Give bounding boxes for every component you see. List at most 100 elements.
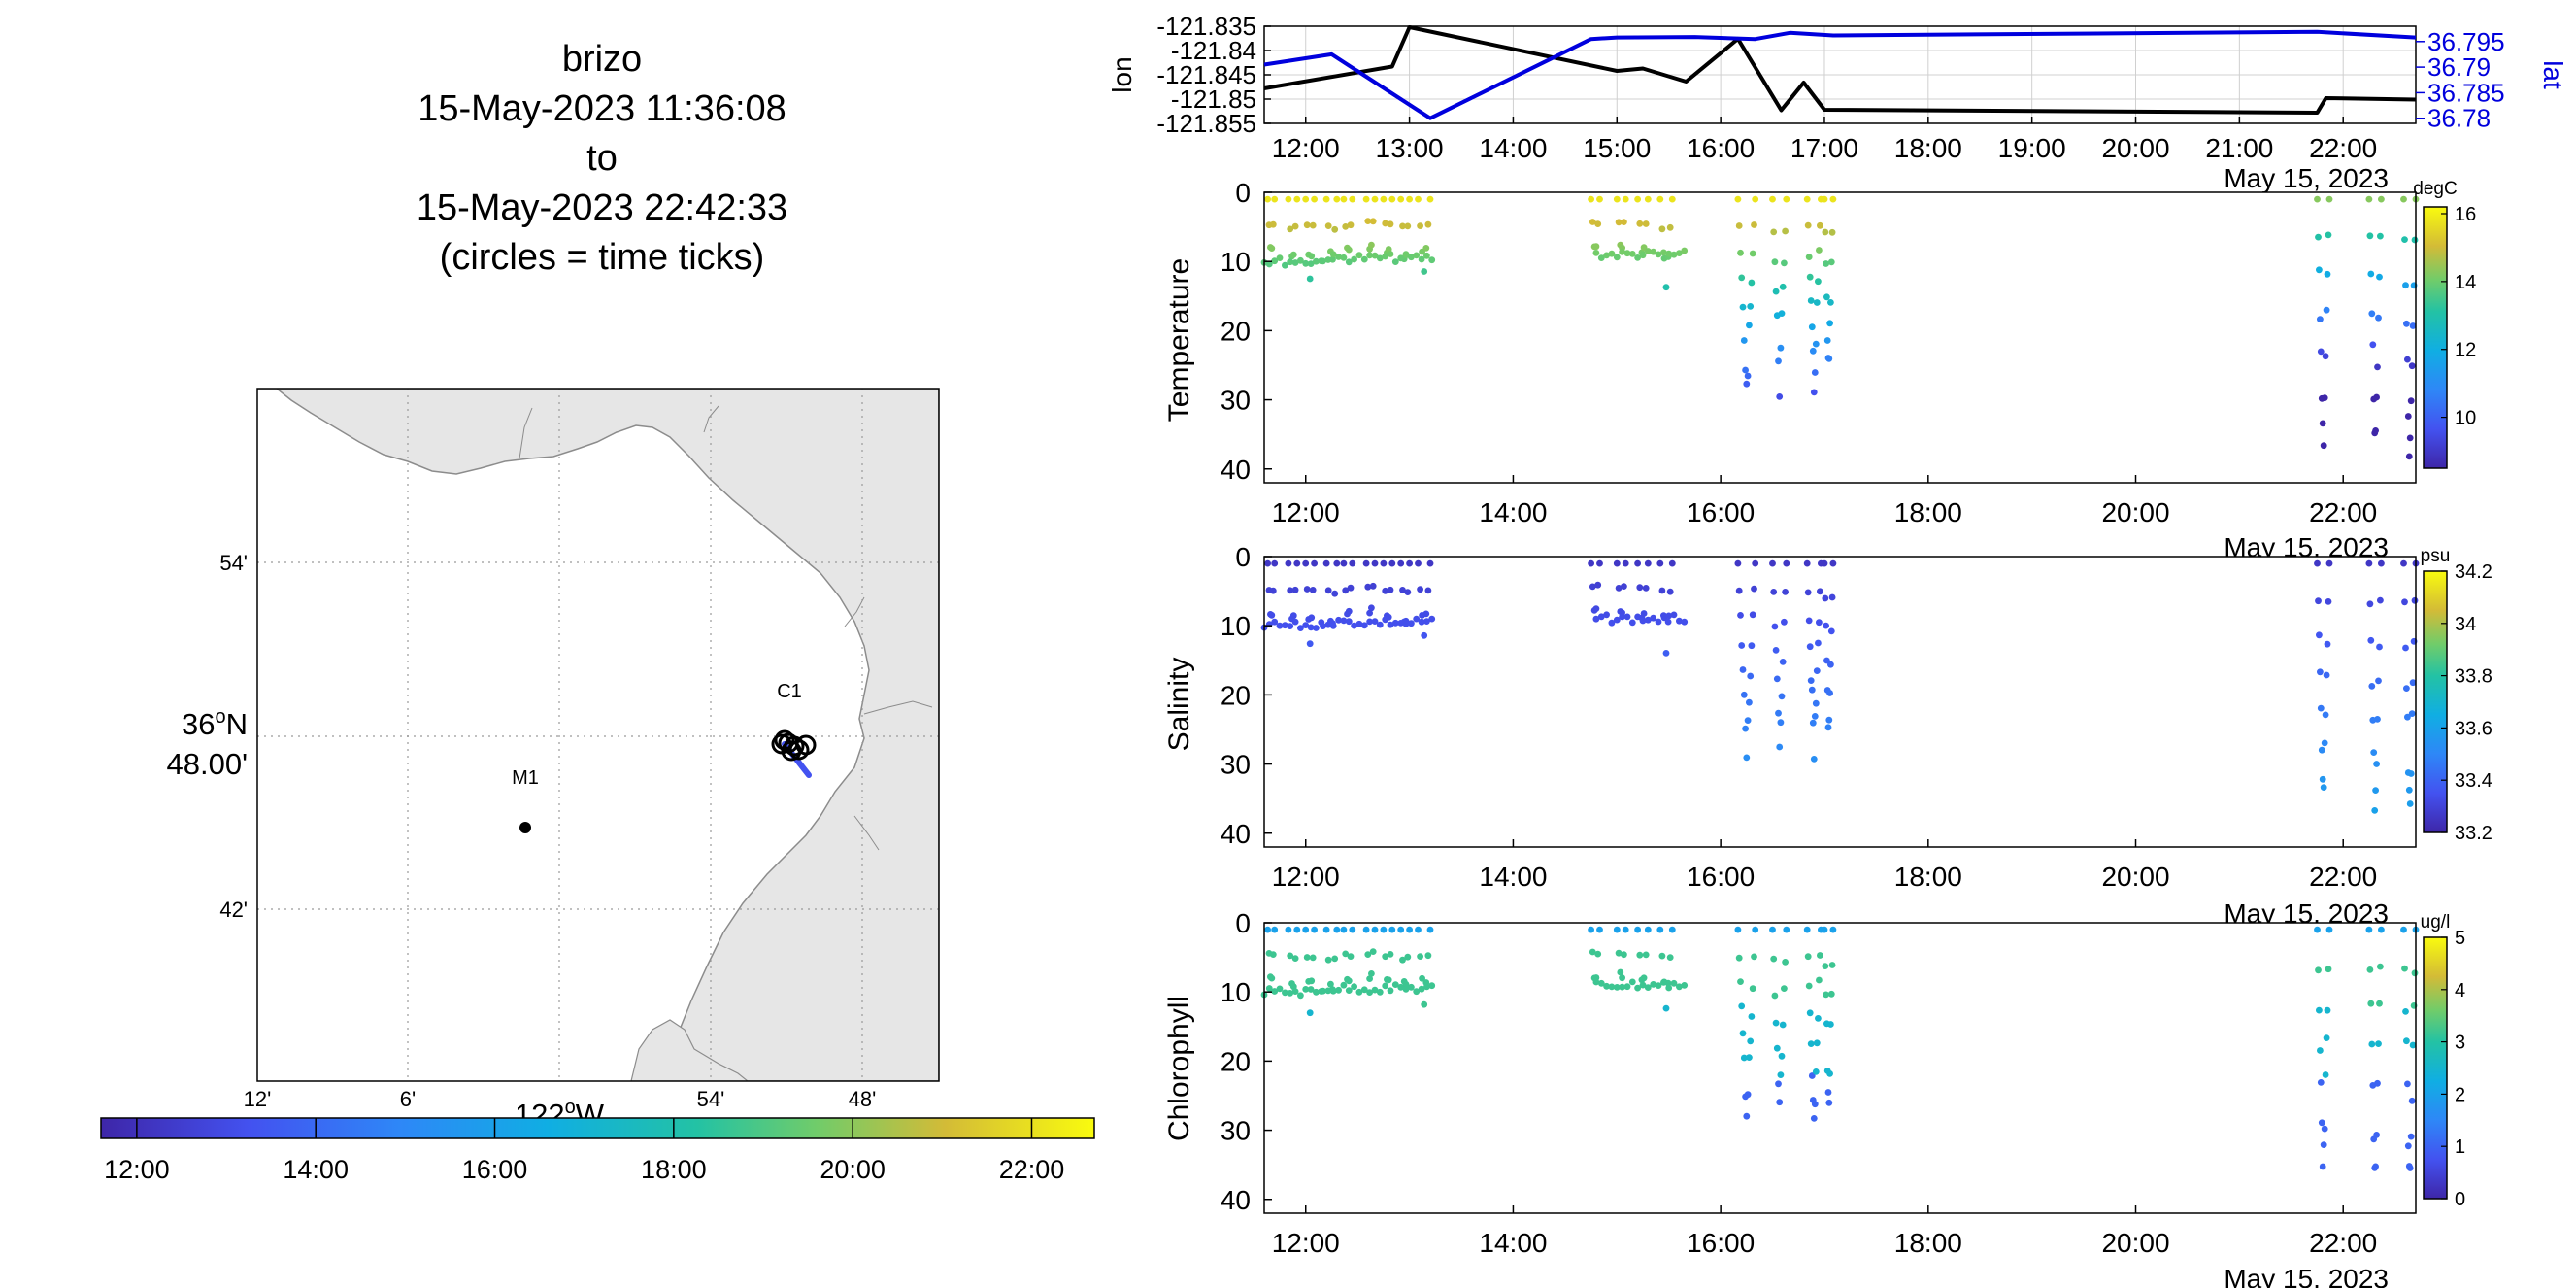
profile-point bbox=[1306, 640, 1314, 648]
profile-point bbox=[1735, 954, 1743, 962]
profile-point bbox=[1811, 369, 1819, 376]
profile-point bbox=[1642, 951, 1650, 959]
profile-point bbox=[1781, 985, 1788, 992]
profile-point bbox=[1382, 616, 1389, 624]
profile-point bbox=[1371, 618, 1379, 625]
profile-xtick-label: 14:00 bbox=[1479, 1228, 1547, 1258]
lat-ytick-label: 36.785 bbox=[2427, 78, 2505, 107]
profile-point bbox=[1623, 250, 1631, 257]
lat-deg: 36 bbox=[182, 707, 215, 741]
profile-xtick-label: 16:00 bbox=[1687, 497, 1755, 527]
profile-point bbox=[1748, 1013, 1756, 1020]
lat-axis-label: lat bbox=[2538, 60, 2568, 89]
profile-point bbox=[1313, 257, 1320, 265]
profile-point bbox=[2377, 232, 2384, 240]
profile-point bbox=[1415, 195, 1422, 203]
profile-point bbox=[1734, 195, 1742, 203]
profile-point bbox=[1269, 951, 1277, 958]
colorbar-tick-label: 4 bbox=[2455, 980, 2465, 1001]
profile-point bbox=[1592, 978, 1600, 986]
profile-point bbox=[1351, 255, 1357, 263]
station-m1-label: M1 bbox=[512, 767, 539, 789]
lat-ytick-label: 36.78 bbox=[2427, 104, 2491, 133]
profile-point bbox=[1636, 220, 1644, 227]
profile-point bbox=[1589, 583, 1596, 591]
colorbar-tick-label: 2 bbox=[2455, 1084, 2465, 1105]
profile-xtick-label: 12:00 bbox=[1272, 1228, 1340, 1258]
profile-point bbox=[1826, 690, 1833, 696]
profile-point bbox=[1603, 611, 1610, 619]
profile-point bbox=[1382, 587, 1389, 594]
profile-point bbox=[1608, 983, 1616, 991]
profile-point bbox=[1770, 955, 1778, 963]
profile-point bbox=[1592, 243, 1600, 251]
profile-point bbox=[2325, 926, 2333, 933]
profile-point bbox=[2375, 1040, 2382, 1047]
profile-point bbox=[1740, 1054, 1748, 1062]
time-colorbar-tick-label: 14:00 bbox=[283, 1155, 349, 1184]
profile-point bbox=[2369, 341, 2377, 349]
profile-point bbox=[1406, 926, 1413, 933]
profile-point bbox=[2368, 310, 2376, 318]
profile-ytick-label: 0 bbox=[1235, 908, 1251, 938]
profile-point bbox=[1426, 195, 1434, 203]
profile-point bbox=[1660, 249, 1667, 256]
profile-point bbox=[1662, 284, 1670, 291]
salinity-axis-label: Salinity bbox=[1163, 658, 1195, 752]
profile-point bbox=[2401, 965, 2408, 972]
profile-point bbox=[1748, 642, 1756, 650]
profile-point bbox=[1402, 251, 1410, 258]
profile-point bbox=[1287, 258, 1294, 266]
profile-point bbox=[1422, 245, 1430, 252]
profile-point bbox=[1362, 195, 1370, 203]
profile-point bbox=[1324, 256, 1332, 263]
profile-point bbox=[1333, 926, 1341, 933]
profile-point bbox=[1806, 1009, 1814, 1017]
profile-point bbox=[1324, 222, 1332, 230]
profile-point bbox=[1355, 988, 1363, 996]
lat-ytick-label: 36.79 bbox=[2427, 52, 2491, 82]
profile-point bbox=[1655, 251, 1662, 258]
colorbar-tick-label: 14 bbox=[2455, 272, 2476, 293]
profile-point bbox=[1825, 355, 1833, 362]
map-frame bbox=[256, 388, 940, 1082]
profile-point bbox=[1639, 617, 1647, 625]
profile-point bbox=[2323, 306, 2330, 314]
profile-point bbox=[1291, 222, 1299, 230]
profile-point bbox=[2377, 596, 2384, 604]
profile-point bbox=[1331, 955, 1339, 963]
profile-point bbox=[1752, 926, 1759, 933]
profile-point bbox=[1613, 926, 1621, 933]
profile-point bbox=[1775, 709, 1782, 717]
profile-point bbox=[1376, 988, 1384, 996]
colorbar-tick-label: 34.2 bbox=[2455, 561, 2492, 583]
profile-point bbox=[1826, 320, 1833, 327]
profile-point bbox=[1778, 693, 1786, 700]
profile-point bbox=[1619, 248, 1625, 255]
profile-point bbox=[1615, 219, 1623, 226]
profile-point bbox=[2317, 668, 2324, 676]
profile-point bbox=[1639, 981, 1647, 989]
profile-point bbox=[1681, 247, 1689, 254]
profile-point bbox=[1271, 926, 1279, 933]
lon-tick-54: 54' bbox=[697, 1087, 725, 1111]
profile-ytick-label: 0 bbox=[1235, 178, 1251, 208]
profile-point bbox=[1342, 587, 1350, 594]
profile-point bbox=[2375, 677, 2382, 685]
profile-point bbox=[1738, 642, 1746, 649]
profile-point bbox=[1807, 297, 1815, 304]
profile-xtick-label: 16:00 bbox=[1687, 1228, 1755, 1258]
profile-point bbox=[1302, 926, 1310, 933]
profile-point bbox=[1387, 951, 1394, 958]
temperature-panel: Temperature May 15, 2023 degC 0102030401… bbox=[1163, 178, 2476, 562]
profile-point bbox=[1268, 245, 1276, 252]
profile-point bbox=[1397, 620, 1405, 627]
profile-point bbox=[2401, 598, 2408, 606]
profile-point bbox=[1402, 617, 1410, 625]
profile-point bbox=[1644, 984, 1652, 991]
profile-point bbox=[1747, 1037, 1755, 1045]
time-colorbar bbox=[100, 1117, 1095, 1139]
end-time: 15-May-2023 22:42:33 bbox=[416, 187, 788, 228]
time-colorbar-tick-label: 12:00 bbox=[104, 1155, 170, 1184]
profile-point bbox=[1776, 1099, 1784, 1106]
